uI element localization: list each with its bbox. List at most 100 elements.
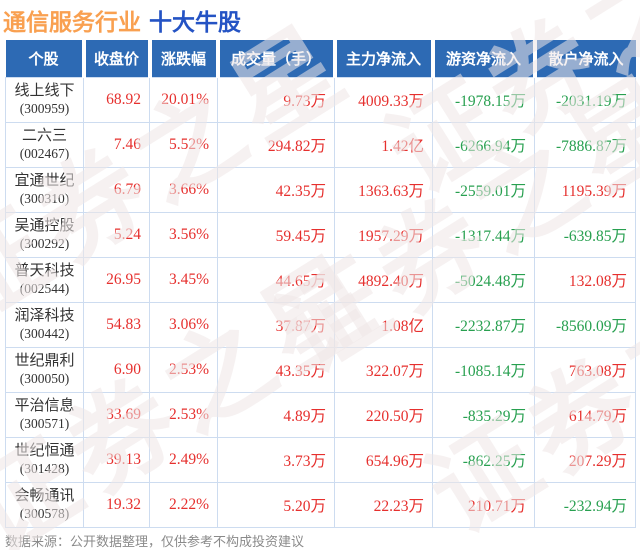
retail-net-inflow-cell: -639.85万 bbox=[534, 212, 636, 258]
table-row: 润泽科技 (300442) 54.83 3.06% 37.87万 1.08亿 -2232.8… bbox=[5, 302, 636, 348]
table-row: 宜通世纪 (300310) 6.79 3.66% 42.35万 1363.63万 -2559… bbox=[5, 167, 636, 213]
change-percent-cell: 3.45% bbox=[149, 257, 218, 303]
change-percent-cell: 2.53% bbox=[149, 392, 218, 438]
stock-name-cell: 润泽科技 (300442) bbox=[5, 302, 84, 348]
retail-net-inflow-cell: -232.94万 bbox=[534, 482, 636, 528]
table-row: 二六三 (002467) 7.46 5.52% 294.82万 1.42亿 -6266.94… bbox=[5, 122, 636, 168]
stock-code: (300578) bbox=[19, 505, 70, 521]
change-percent-cell: 20.01% bbox=[149, 77, 218, 123]
stock-code: (002467) bbox=[19, 145, 70, 161]
speculative-net-inflow-cell: -862.25万 bbox=[432, 437, 535, 483]
change-percent-cell: 5.52% bbox=[149, 122, 218, 168]
main-net-inflow-cell: 4009.33万 bbox=[334, 77, 433, 123]
speculative-net-inflow-cell: -5024.48万 bbox=[432, 257, 535, 303]
col-header-retail-flow: 散户净流入 bbox=[532, 40, 636, 78]
stock-name-cell: 吴通控股 (300292) bbox=[5, 212, 84, 258]
col-header-stock: 个股 bbox=[5, 40, 84, 78]
table-row: 会畅通讯 (300578) 19.32 2.22% 5.20万 22.23万 210.71万… bbox=[5, 482, 636, 528]
stock-name-cell: 世纪鼎利 (300050) bbox=[5, 347, 84, 393]
title-industry: 通信服务行业 bbox=[3, 9, 141, 35]
stock-name-cell: 线上线下 (300959) bbox=[5, 77, 84, 123]
retail-net-inflow-cell: -8560.09万 bbox=[534, 302, 636, 348]
speculative-net-inflow-cell: -1085.14万 bbox=[432, 347, 535, 393]
stock-name: 吴通控股 bbox=[14, 217, 75, 235]
change-percent-cell: 2.53% bbox=[149, 347, 218, 393]
data-source-note: 数据来源：公开数据整理，仅供参考不构成投资建议 bbox=[5, 534, 305, 549]
change-percent-cell: 2.49% bbox=[149, 437, 218, 483]
col-header-main-flow: 主力净流入 bbox=[332, 40, 433, 78]
volume-cell: 37.87万 bbox=[217, 302, 335, 348]
stock-code: (300571) bbox=[19, 415, 70, 431]
speculative-net-inflow-cell: -2232.87万 bbox=[432, 302, 535, 348]
volume-cell: 9.73万 bbox=[217, 77, 335, 123]
volume-cell: 42.35万 bbox=[217, 167, 335, 213]
speculative-net-inflow-cell: -1317.44万 bbox=[432, 212, 535, 258]
table-row: 世纪恒通 (301428) 39.13 2.49% 3.73万 654.96万 -862.2… bbox=[5, 437, 636, 483]
stock-code: (300050) bbox=[19, 370, 70, 386]
change-percent-cell: 3.66% bbox=[149, 167, 218, 213]
close-price-cell: 33.69 bbox=[83, 392, 150, 438]
speculative-net-inflow-cell: -1978.15万 bbox=[432, 77, 535, 123]
stock-name: 世纪恒通 bbox=[14, 442, 75, 460]
retail-net-inflow-cell: 207.29万 bbox=[534, 437, 636, 483]
close-price-cell: 26.95 bbox=[83, 257, 150, 303]
stock-code: (300959) bbox=[19, 100, 70, 116]
retail-net-inflow-cell: 132.08万 bbox=[534, 257, 636, 303]
volume-cell: 5.20万 bbox=[217, 482, 335, 528]
change-percent-cell: 3.56% bbox=[149, 212, 218, 258]
stock-name: 世纪鼎利 bbox=[14, 352, 75, 370]
col-header-close: 收盘价 bbox=[81, 40, 150, 78]
close-price-cell: 54.83 bbox=[83, 302, 150, 348]
main-net-inflow-cell: 1.42亿 bbox=[334, 122, 433, 168]
top-stocks-table: 个股 收盘价 涨跌幅 成交量（手） 主力净流入 游资净流入 散户净流入 线上线下… bbox=[5, 40, 636, 528]
title-suffix: 十大牛股 bbox=[149, 9, 241, 35]
close-price-cell: 5.24 bbox=[83, 212, 150, 258]
main-net-inflow-cell: 1.08亿 bbox=[334, 302, 433, 348]
stock-name-cell: 普天科技 (002544) bbox=[5, 257, 84, 303]
close-price-cell: 7.46 bbox=[83, 122, 150, 168]
close-price-cell: 39.13 bbox=[83, 437, 150, 483]
page-title: 通信服务行业 十大牛股 bbox=[3, 3, 241, 37]
retail-net-inflow-cell: -2031.19万 bbox=[534, 77, 636, 123]
stock-code: (300442) bbox=[19, 325, 70, 341]
main-net-inflow-cell: 4892.40万 bbox=[334, 257, 433, 303]
volume-cell: 44.65万 bbox=[217, 257, 335, 303]
stock-name: 二六三 bbox=[21, 127, 67, 145]
main-net-inflow-cell: 220.50万 bbox=[334, 392, 433, 438]
close-price-cell: 6.79 bbox=[83, 167, 150, 213]
table-row: 普天科技 (002544) 26.95 3.45% 44.65万 4892.40万 -502… bbox=[5, 257, 636, 303]
change-percent-cell: 2.22% bbox=[149, 482, 218, 528]
stock-name-cell: 世纪恒通 (301428) bbox=[5, 437, 84, 483]
volume-cell: 3.73万 bbox=[217, 437, 335, 483]
main-net-inflow-cell: 654.96万 bbox=[334, 437, 433, 483]
table-row: 世纪鼎利 (300050) 6.90 2.53% 43.35万 322.07万 -1085.… bbox=[5, 347, 636, 393]
change-percent-cell: 3.06% bbox=[149, 302, 218, 348]
stock-name: 宜通世纪 bbox=[14, 172, 75, 190]
retail-net-inflow-cell: 763.08万 bbox=[534, 347, 636, 393]
stock-name-cell: 会畅通讯 (300578) bbox=[5, 482, 84, 528]
volume-cell: 43.35万 bbox=[217, 347, 335, 393]
volume-cell: 59.45万 bbox=[217, 212, 335, 258]
col-header-volume: 成交量（手） bbox=[215, 40, 335, 78]
stock-code: (300310) bbox=[19, 190, 70, 206]
close-price-cell: 19.32 bbox=[83, 482, 150, 528]
table-header-row: 个股 收盘价 涨跌幅 成交量（手） 主力净流入 游资净流入 散户净流入 bbox=[5, 40, 636, 78]
stock-code: (300292) bbox=[19, 235, 70, 251]
stock-name-cell: 宜通世纪 (300310) bbox=[5, 167, 84, 213]
table-row: 线上线下 (300959) 68.92 20.01% 9.73万 4009.33万 -197… bbox=[5, 77, 636, 123]
stock-name: 线上线下 bbox=[14, 82, 75, 100]
col-header-spec-flow: 游资净流入 bbox=[430, 40, 535, 78]
table-row: 平治信息 (300571) 33.69 2.53% 4.89万 220.50万 -835.2… bbox=[5, 392, 636, 438]
volume-cell: 4.89万 bbox=[217, 392, 335, 438]
main-net-inflow-cell: 22.23万 bbox=[334, 482, 433, 528]
speculative-net-inflow-cell: -835.29万 bbox=[432, 392, 535, 438]
speculative-net-inflow-cell: 210.71万 bbox=[432, 482, 535, 528]
stock-name-cell: 二六三 (002467) bbox=[5, 122, 84, 168]
table-body: 线上线下 (300959) 68.92 20.01% 9.73万 4009.33万 -197… bbox=[5, 77, 636, 528]
close-price-cell: 6.90 bbox=[83, 347, 150, 393]
table-row: 吴通控股 (300292) 5.24 3.56% 59.45万 1957.29万 -1317… bbox=[5, 212, 636, 258]
retail-net-inflow-cell: -7886.87万 bbox=[534, 122, 636, 168]
main-net-inflow-cell: 322.07万 bbox=[334, 347, 433, 393]
retail-net-inflow-cell: 614.79万 bbox=[534, 392, 636, 438]
